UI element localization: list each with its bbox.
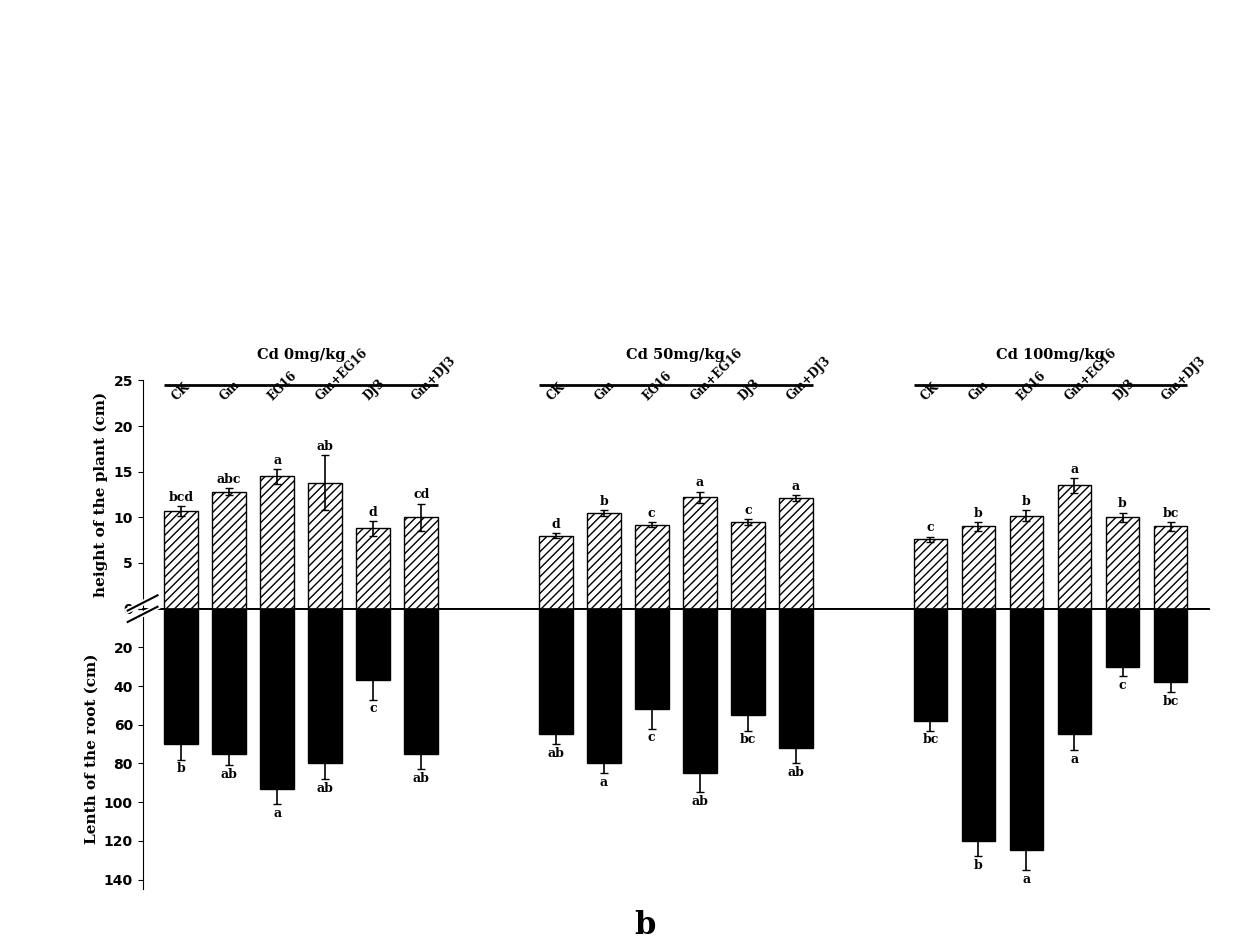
Text: Gm: Gm bbox=[217, 378, 243, 403]
Text: ab: ab bbox=[692, 795, 708, 808]
Text: bcd: bcd bbox=[169, 491, 193, 504]
Text: ab: ab bbox=[316, 782, 334, 795]
Text: bc: bc bbox=[1162, 695, 1179, 708]
Text: EG16: EG16 bbox=[265, 369, 300, 403]
Text: DJ3: DJ3 bbox=[737, 377, 763, 403]
Text: bc: bc bbox=[740, 733, 756, 747]
Bar bbox=[683, 497, 717, 609]
Text: ab: ab bbox=[413, 772, 429, 786]
Bar bbox=[356, 529, 391, 609]
Bar bbox=[779, 609, 812, 747]
Bar bbox=[683, 609, 717, 773]
Bar bbox=[1106, 517, 1140, 609]
Text: c: c bbox=[649, 507, 656, 519]
Text: a: a bbox=[1070, 463, 1079, 476]
Bar bbox=[1009, 515, 1043, 609]
Text: b: b bbox=[975, 859, 983, 872]
Text: Cd 100mg/kg: Cd 100mg/kg bbox=[996, 348, 1105, 362]
Text: ab: ab bbox=[547, 747, 564, 760]
Text: CK: CK bbox=[919, 380, 942, 403]
Text: c: c bbox=[370, 703, 377, 715]
Text: CK: CK bbox=[544, 380, 567, 403]
Text: b: b bbox=[176, 763, 186, 775]
Bar bbox=[1058, 609, 1091, 734]
Text: b: b bbox=[1022, 495, 1030, 508]
Text: a: a bbox=[792, 480, 800, 494]
Bar bbox=[914, 539, 947, 609]
Text: DJ3: DJ3 bbox=[362, 377, 388, 403]
Text: a: a bbox=[696, 476, 704, 490]
Text: DJ3: DJ3 bbox=[1111, 377, 1137, 403]
Bar bbox=[260, 476, 294, 609]
Bar bbox=[164, 609, 198, 744]
Text: Cd 50mg/kg: Cd 50mg/kg bbox=[626, 348, 725, 362]
Text: Gm+EG16: Gm+EG16 bbox=[1063, 346, 1120, 403]
Y-axis label: height of the plant (cm): height of the plant (cm) bbox=[93, 392, 108, 597]
Text: Gm: Gm bbox=[593, 378, 618, 403]
Text: EG16: EG16 bbox=[1014, 369, 1049, 403]
Bar bbox=[1153, 609, 1188, 682]
Bar bbox=[404, 609, 438, 754]
Bar bbox=[356, 609, 391, 680]
Text: d: d bbox=[552, 517, 560, 531]
Bar bbox=[212, 609, 246, 754]
Bar bbox=[164, 511, 198, 609]
Text: a: a bbox=[600, 776, 608, 789]
Text: bc: bc bbox=[923, 733, 939, 747]
Bar bbox=[961, 609, 996, 841]
Text: Gm+EG16: Gm+EG16 bbox=[688, 346, 745, 403]
Text: a: a bbox=[273, 807, 281, 820]
Text: Gm+DJ3: Gm+DJ3 bbox=[409, 354, 459, 403]
Text: b: b bbox=[599, 495, 608, 508]
Text: Gm+DJ3: Gm+DJ3 bbox=[784, 354, 833, 403]
Bar bbox=[635, 525, 668, 609]
Bar bbox=[539, 535, 573, 609]
Bar bbox=[539, 609, 573, 734]
Text: ab: ab bbox=[316, 440, 334, 453]
Text: bc: bc bbox=[1162, 507, 1179, 519]
Text: c: c bbox=[1118, 679, 1126, 692]
Text: Gm: Gm bbox=[967, 378, 992, 403]
Bar bbox=[732, 609, 765, 715]
Bar bbox=[961, 527, 996, 609]
Text: EG16: EG16 bbox=[640, 369, 675, 403]
Bar bbox=[914, 609, 947, 721]
Text: c: c bbox=[744, 504, 751, 517]
Text: a: a bbox=[273, 454, 281, 467]
Text: Cd 0mg/kg: Cd 0mg/kg bbox=[257, 348, 346, 362]
Text: CK: CK bbox=[170, 380, 192, 403]
Text: cd: cd bbox=[413, 489, 429, 501]
Text: b: b bbox=[975, 507, 983, 519]
Text: abc: abc bbox=[217, 473, 242, 486]
Bar bbox=[1058, 485, 1091, 609]
Bar bbox=[309, 483, 342, 609]
Bar bbox=[212, 492, 246, 609]
Text: b: b bbox=[634, 910, 656, 941]
Bar bbox=[404, 517, 438, 609]
Bar bbox=[635, 609, 668, 709]
Text: Gm+DJ3: Gm+DJ3 bbox=[1159, 354, 1208, 403]
Y-axis label: Lenth of the root (cm): Lenth of the root (cm) bbox=[84, 653, 98, 844]
Bar bbox=[587, 609, 620, 764]
Text: c: c bbox=[926, 521, 934, 534]
Bar bbox=[587, 513, 620, 609]
Bar bbox=[1009, 609, 1043, 850]
Text: ab: ab bbox=[221, 768, 238, 782]
Text: Gm+EG16: Gm+EG16 bbox=[314, 346, 371, 403]
Bar bbox=[309, 609, 342, 764]
Text: b: b bbox=[1118, 497, 1127, 511]
Bar bbox=[732, 522, 765, 609]
Bar bbox=[1106, 609, 1140, 667]
Bar bbox=[1153, 527, 1188, 609]
Text: a: a bbox=[1023, 873, 1030, 885]
Bar bbox=[260, 609, 294, 788]
Bar bbox=[779, 498, 812, 609]
Text: c: c bbox=[649, 731, 656, 745]
Text: ab: ab bbox=[787, 767, 805, 779]
Text: a: a bbox=[1070, 753, 1079, 766]
Text: d: d bbox=[368, 506, 377, 518]
